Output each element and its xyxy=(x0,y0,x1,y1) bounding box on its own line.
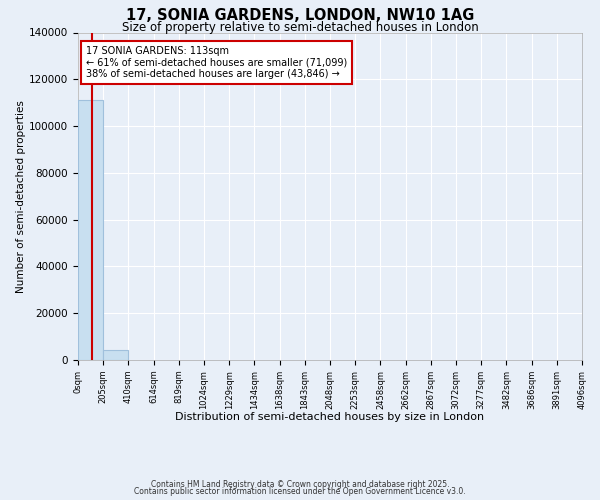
Text: 17, SONIA GARDENS, LONDON, NW10 1AG: 17, SONIA GARDENS, LONDON, NW10 1AG xyxy=(126,8,474,22)
Y-axis label: Number of semi-detached properties: Number of semi-detached properties xyxy=(16,100,26,292)
Text: Size of property relative to semi-detached houses in London: Size of property relative to semi-detach… xyxy=(122,21,478,34)
Text: 17 SONIA GARDENS: 113sqm
← 61% of semi-detached houses are smaller (71,099)
38% : 17 SONIA GARDENS: 113sqm ← 61% of semi-d… xyxy=(86,46,347,79)
Text: Contains public sector information licensed under the Open Government Licence v3: Contains public sector information licen… xyxy=(134,487,466,496)
Text: Contains HM Land Registry data © Crown copyright and database right 2025.: Contains HM Land Registry data © Crown c… xyxy=(151,480,449,489)
Bar xyxy=(103,350,128,360)
X-axis label: Distribution of semi-detached houses by size in London: Distribution of semi-detached houses by … xyxy=(175,412,485,422)
Bar xyxy=(78,100,103,360)
